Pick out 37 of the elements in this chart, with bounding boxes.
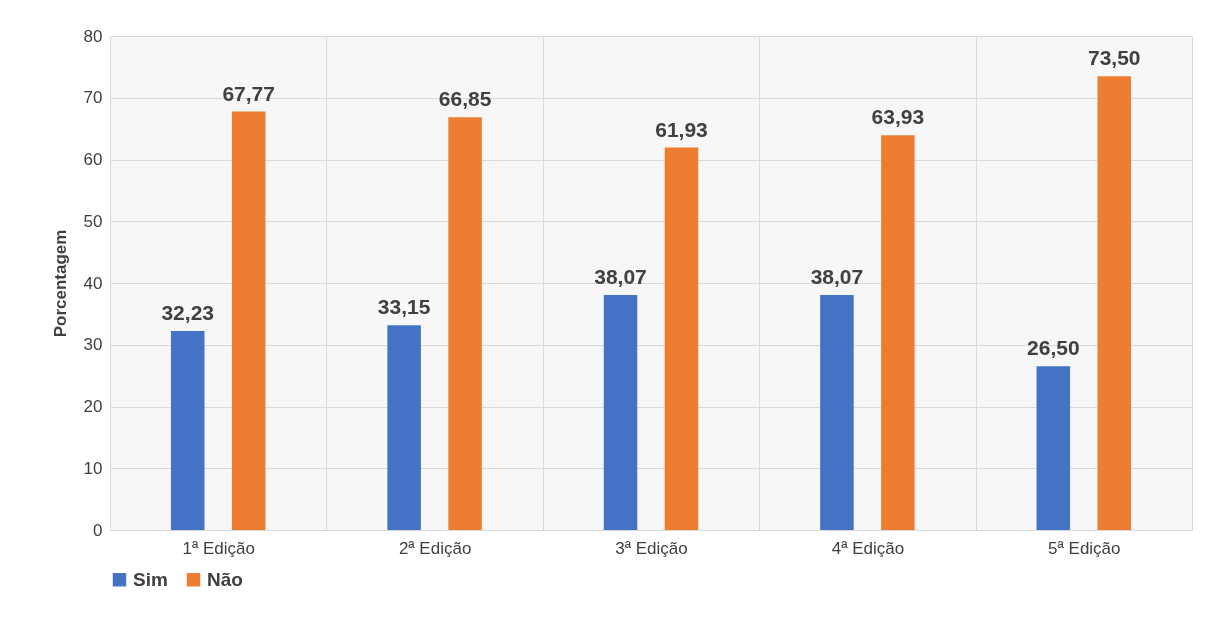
- data-label: 33,15: [377, 295, 431, 319]
- bar: [603, 294, 638, 530]
- y-tick-label: 0: [93, 520, 103, 540]
- y-tick-label: 50: [83, 211, 103, 231]
- data-label: 63,93: [871, 105, 925, 129]
- bar: [1036, 366, 1071, 530]
- data-label: 26,50: [1027, 336, 1080, 360]
- y-tick-label: 10: [83, 458, 103, 478]
- data-label: 67,77: [222, 81, 275, 105]
- x-tick-label: 3ª Edição: [615, 538, 688, 558]
- bar: [820, 294, 854, 530]
- y-tick-label: 70: [83, 88, 103, 108]
- x-tick-label: 5ª Edição: [1048, 538, 1121, 558]
- bar: [387, 325, 421, 530]
- bar: [881, 135, 915, 530]
- legend-label: Não: [207, 568, 243, 590]
- bar: [1097, 76, 1132, 530]
- bar: [448, 117, 482, 530]
- y-tick-label: 40: [83, 273, 103, 293]
- x-tick-label: 1ª Edição: [182, 538, 255, 558]
- data-label: 38,07: [810, 264, 864, 288]
- y-tick-label: 80: [83, 26, 103, 46]
- data-label: 73,50: [1088, 46, 1141, 70]
- y-axis-title: Porcentagem: [50, 229, 70, 338]
- y-tick-label: 20: [83, 397, 103, 416]
- bar: [231, 111, 266, 530]
- y-tick-label: 30: [83, 335, 103, 355]
- data-label: 32,23: [161, 300, 214, 324]
- data-label: 38,07: [594, 264, 647, 288]
- data-label: 66,85: [438, 87, 492, 111]
- legend-label: Sim: [133, 568, 168, 590]
- x-tick-label: 4ª Edição: [831, 538, 905, 558]
- bar: [170, 330, 205, 530]
- x-tick-label: 2ª Edição: [398, 538, 472, 558]
- bar: [664, 147, 699, 530]
- data-label: 61,93: [655, 117, 708, 141]
- y-tick-label: 60: [83, 150, 103, 169]
